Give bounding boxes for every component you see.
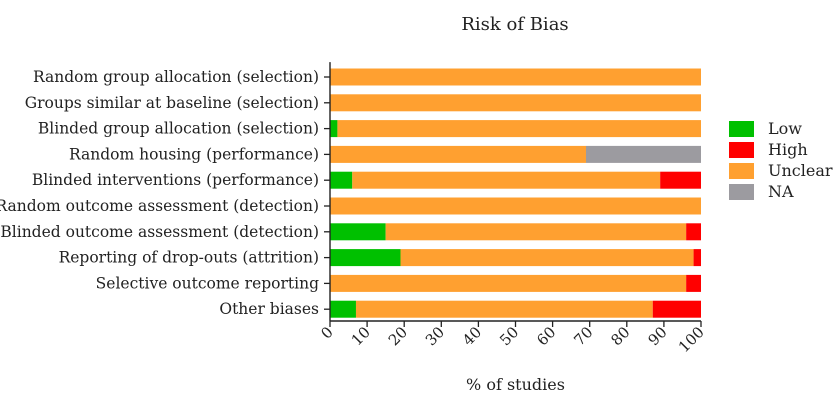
category-label: Blinded group allocation (selection) (38, 120, 319, 138)
legend-label: High (768, 140, 808, 159)
legend-swatch (729, 162, 754, 179)
bar-segment-unclear (330, 68, 701, 86)
x-tick-label: 100 (675, 323, 708, 356)
x-tick-label: 60 (533, 323, 559, 349)
bar-segment-low (330, 120, 338, 138)
bar-segment-unclear (330, 145, 586, 163)
category-label: Other biases (219, 300, 319, 318)
legend-swatch (729, 183, 754, 200)
legend-swatch (729, 120, 754, 137)
bar-segment-high (652, 300, 701, 318)
category-label: Random housing (performance) (69, 145, 319, 163)
legend-label: Low (768, 119, 802, 138)
bar-segment-high (693, 249, 701, 267)
bar-segment-low (330, 223, 386, 241)
chart-legend: Low High Unclear NA (729, 118, 833, 202)
x-tick-label: 0 (317, 323, 336, 342)
x-tick-label: 10 (348, 323, 374, 349)
legend-item: High (729, 139, 833, 160)
legend-item: Unclear (729, 160, 833, 181)
bar-segment-unclear (355, 300, 653, 318)
bar-segment-na (585, 145, 701, 163)
bar-segment-high (686, 274, 701, 292)
x-tick-label: 30 (422, 323, 448, 349)
bar-segment-unclear (400, 249, 694, 267)
legend-label: NA (768, 182, 794, 201)
bar-segment-low (330, 300, 356, 318)
category-label: Random group allocation (selection) (33, 68, 319, 86)
category-label: Reporting of drop-outs (attrition) (59, 249, 319, 267)
bar-segment-unclear (337, 120, 701, 138)
legend-item: NA (729, 181, 833, 202)
x-tick-label: 50 (496, 323, 522, 349)
bar-segment-unclear (352, 171, 661, 189)
bar-segment-low (330, 249, 401, 267)
x-tick-label: 80 (607, 323, 633, 349)
bar-segment-high (686, 223, 701, 241)
category-label: Blinded interventions (performance) (32, 171, 319, 189)
category-label: Groups similar at baseline (selection) (25, 94, 319, 112)
category-label: Selective outcome reporting (96, 274, 319, 292)
category-label: Blinded outcome assessment (detection) (0, 223, 319, 241)
x-tick-label: 40 (459, 323, 485, 349)
x-axis-label: % of studies (466, 375, 565, 394)
x-tick-label: 90 (644, 323, 670, 349)
bar-segment-unclear (385, 223, 687, 241)
legend-item: Low (729, 118, 833, 139)
bar-segment-unclear (330, 274, 687, 292)
bar-segment-unclear (330, 94, 701, 112)
chart-title: Risk of Bias (461, 14, 569, 35)
bar-segment-high (660, 171, 701, 189)
x-tick-label: 20 (385, 323, 411, 349)
x-tick-label: 70 (570, 323, 596, 349)
bar-segment-unclear (330, 197, 701, 215)
legend-label: Unclear (768, 161, 833, 180)
category-label: Random outcome assessment (detection) (0, 197, 319, 215)
legend-swatch (729, 141, 754, 158)
bar-segment-low (330, 171, 353, 189)
